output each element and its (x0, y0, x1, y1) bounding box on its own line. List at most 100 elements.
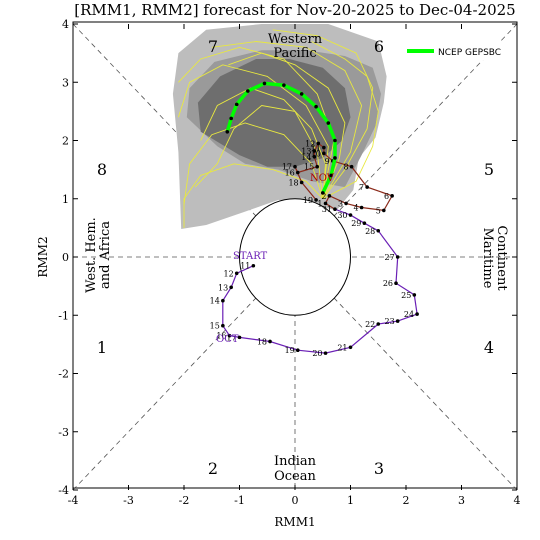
observed-nov-point-1 (323, 201, 328, 206)
phase-label-5: 5 (484, 160, 494, 179)
observed-oct-point-27 (395, 255, 400, 259)
observed-nov-day-label-1: 1 (317, 199, 322, 208)
observed-oct-day-label-25: 25 (401, 291, 411, 300)
observed-oct-day-label-28: 28 (365, 227, 375, 236)
phase-label-6: 6 (374, 37, 384, 56)
y-axis-title: RMM2 (36, 236, 50, 277)
observed-oct-point-17 (237, 335, 242, 340)
observed-nov-day-label-3: 3 (338, 199, 343, 208)
observed-oct-point-25 (412, 293, 417, 297)
y-tick-label--1: -1 (58, 309, 69, 322)
ensemble-member-6 (183, 163, 324, 228)
observed-nov-point-15 (315, 164, 320, 169)
y-tick-label-3: 3 (62, 76, 69, 89)
phase-label-7: 7 (208, 37, 218, 56)
phase-label-4: 4 (484, 338, 494, 357)
forecast-mean-point-11 (234, 102, 239, 107)
observed-nov-point-11 (322, 145, 326, 150)
observed-nov-point-16 (295, 170, 300, 175)
observed-nov-point-8 (349, 164, 354, 169)
y-tick-label--3: -3 (58, 426, 69, 439)
observed-oct-point-21 (348, 345, 353, 350)
x-tick-label--2: -2 (179, 494, 190, 507)
forecast-mean-point-3 (333, 156, 337, 160)
observed-oct-day-label-20: 20 (312, 349, 322, 358)
observed-nov-day-label-5: 5 (376, 206, 381, 215)
x-axis-title: RMM1 (274, 515, 315, 529)
region-indian-ocean-line2: Ocean (274, 469, 316, 484)
observed-oct-day-label-18: 18 (257, 337, 267, 346)
observed-nov-point-5 (382, 208, 386, 213)
region-maritime-line2: Continent (494, 225, 509, 291)
observed-nov-day-label-4: 4 (354, 203, 359, 212)
legend-entry: NCEP GEPSBC (438, 48, 501, 58)
observed-oct-day-label-14: 14 (210, 297, 220, 306)
observed-nov-point-19 (314, 198, 318, 202)
observed-oct-point-26 (394, 281, 398, 286)
region-west-hem-line1: West. Hem. (84, 217, 99, 293)
phase-label-3: 3 (374, 459, 384, 478)
observed-nov-point-6 (390, 194, 394, 198)
region-western-pacific-line1: Western (268, 32, 323, 47)
observed-oct-point-28 (376, 228, 381, 233)
forecast-mean-point-10 (246, 89, 250, 93)
observed-oct-point-29 (362, 221, 367, 226)
observed-nov-point-3 (344, 201, 348, 206)
forecast-mean-point-2 (329, 173, 333, 178)
observed-nov-point-13 (312, 149, 317, 153)
x-tick-label--1: -1 (234, 494, 245, 507)
observed-oct-day-label-24: 24 (404, 310, 414, 319)
ensemble-member-7 (211, 41, 363, 200)
observed-nov-day-label-17: 17 (282, 163, 292, 172)
observed-oct-point-14 (221, 298, 225, 303)
x-tick-label-4: 4 (514, 494, 521, 507)
forecast-mean-point-4 (333, 138, 337, 143)
y-tick-label-0: 0 (62, 251, 69, 264)
observed-oct-day-label-26: 26 (383, 279, 393, 288)
observed-nov-point-7 (365, 185, 369, 189)
forecast-mean-point-6 (314, 104, 318, 109)
forecast-mean-point-9 (262, 81, 267, 86)
observed-nov-day-label-2: 2 (321, 192, 326, 201)
observed-oct-point-16 (227, 333, 232, 338)
region-maritime-line1: Maritime (480, 228, 495, 289)
observed-oct-day-label-16: 16 (216, 332, 226, 341)
observed-oct-day-label-11: 11 (240, 262, 250, 271)
x-tick-label-2: 2 (403, 494, 410, 507)
observed-oct-day-label-12: 12 (224, 269, 234, 278)
observed-oct-day-label-27: 27 (384, 253, 394, 262)
observed-nov-point-2 (327, 194, 332, 198)
observed-oct-day-label-19: 19 (285, 346, 295, 355)
observed-oct-point-22 (376, 322, 381, 326)
observed-nov-day-label-12: 12 (305, 139, 315, 148)
phase-label-8: 8 (97, 160, 107, 179)
observed-nov-day-label-18: 18 (288, 178, 298, 187)
observed-oct-day-label-13: 13 (218, 283, 228, 292)
observed-nov-day-label-15: 15 (304, 163, 314, 172)
nov-label: NOV (310, 173, 335, 184)
ensemble-member-3 (183, 122, 324, 205)
observed-nov-point-14 (312, 155, 317, 159)
observed-oct-day-label-17: 17 (226, 333, 236, 342)
y-tick-label-4: 4 (62, 18, 69, 31)
region-west-hem-line2: and Africa (98, 221, 113, 289)
observed-oct-point-18 (268, 339, 272, 344)
observed-oct-day-label-30: 30 (337, 211, 347, 220)
forecast-mean-point-7 (299, 92, 304, 96)
phase-guides (72, 23, 518, 491)
observed-oct-point-24 (415, 312, 419, 316)
forecast-spread (172, 24, 387, 229)
observed-oct-point-12 (234, 271, 239, 276)
observed-oct-day-label-23: 23 (384, 317, 394, 326)
unit-circle (239, 198, 351, 316)
observed-nov-day-label-6: 6 (384, 192, 389, 201)
observed-nov-day-label-9: 9 (325, 157, 330, 166)
observed-oct-day-label-21: 21 (337, 343, 347, 352)
observed-oct-day-label-22: 22 (365, 320, 375, 329)
observed-nov-day-label-7: 7 (359, 183, 364, 192)
ensemble-member-1 (200, 87, 326, 199)
spread-inner (197, 59, 351, 167)
